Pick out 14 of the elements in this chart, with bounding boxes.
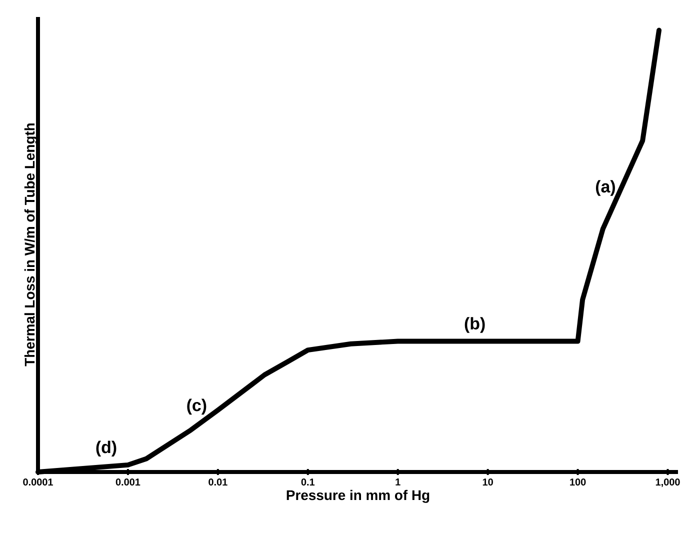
x-tick-label: 1	[396, 478, 400, 486]
annotation: (b)	[464, 317, 485, 333]
x-axis-title: Pressure in mm of Hg	[286, 490, 430, 503]
annotation: (a)	[596, 180, 615, 196]
annotation: (d)	[96, 440, 116, 457]
x-tick-label: 100	[570, 478, 586, 486]
annotation: (c)	[187, 398, 206, 415]
x-tick-label: 0.0001	[23, 478, 53, 486]
x-tick-label: 0.001	[116, 478, 140, 486]
y-axis-title: Thermal Loss in W/m of Tube Length	[24, 123, 38, 366]
x-tick-label: 0.1	[301, 478, 315, 486]
x-tick-label: 0.01	[208, 478, 228, 486]
x-tick-label: 10	[482, 478, 493, 486]
x-tick-label: 1,000	[656, 478, 680, 488]
